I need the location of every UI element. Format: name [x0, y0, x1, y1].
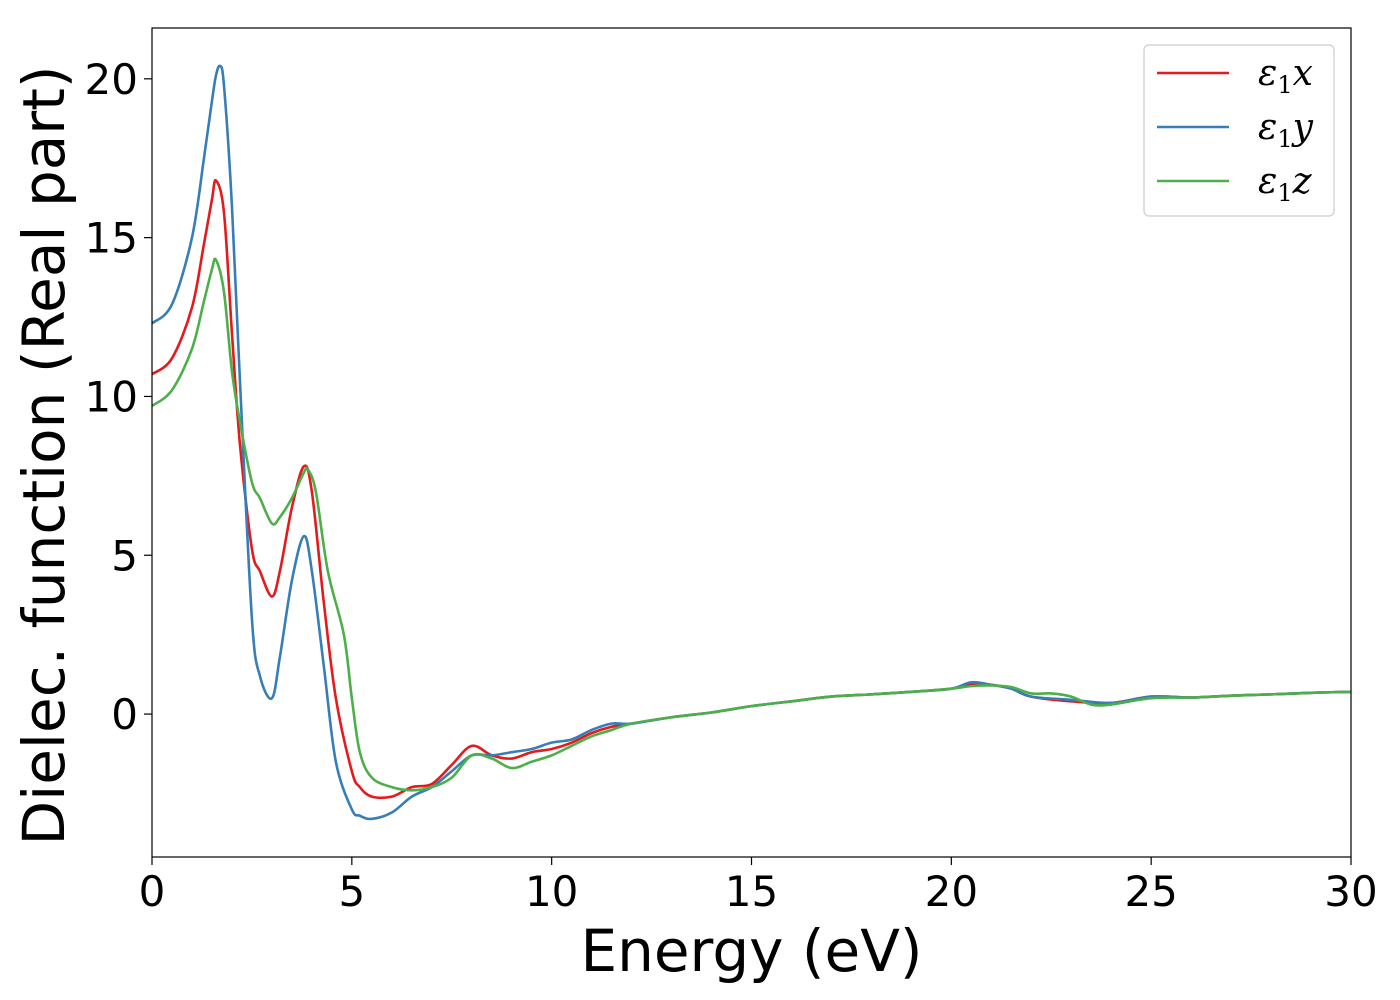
- x-tick-label: 15: [725, 867, 778, 916]
- y-tick-label: 10: [85, 372, 138, 421]
- x-tick-label: 20: [925, 867, 978, 916]
- legend-label-eps1z: ε1z: [1258, 161, 1313, 207]
- legend-label-eps1y: ε1y: [1258, 107, 1314, 153]
- x-tick-label: 25: [1124, 867, 1177, 916]
- x-tick-label: 0: [139, 867, 166, 916]
- x-axis-ticks: 0 5 10 15 20 25 30: [139, 857, 1378, 916]
- series-line-eps1z: [152, 257, 1351, 792]
- y-tick-label: 15: [85, 214, 138, 263]
- legend-box: [1143, 44, 1335, 217]
- y-axis-ticks: 0 5 10 15 20: [85, 55, 152, 739]
- x-tick-label: 30: [1324, 867, 1377, 916]
- x-tick-label: 5: [338, 867, 365, 916]
- y-axis-label: Dielec. function (Real part): [10, 65, 78, 845]
- series-layer: [152, 64, 1351, 821]
- y-tick-label: 0: [111, 690, 138, 739]
- y-tick-label: 20: [85, 55, 138, 104]
- x-axis-label: Energy (eV): [580, 917, 922, 985]
- x-tick-label: 10: [525, 867, 578, 916]
- legend-label-eps1x: ε1x: [1258, 53, 1313, 99]
- legend: ε1x ε1y ε1z: [1143, 44, 1335, 217]
- y-tick-label: 5: [111, 531, 138, 580]
